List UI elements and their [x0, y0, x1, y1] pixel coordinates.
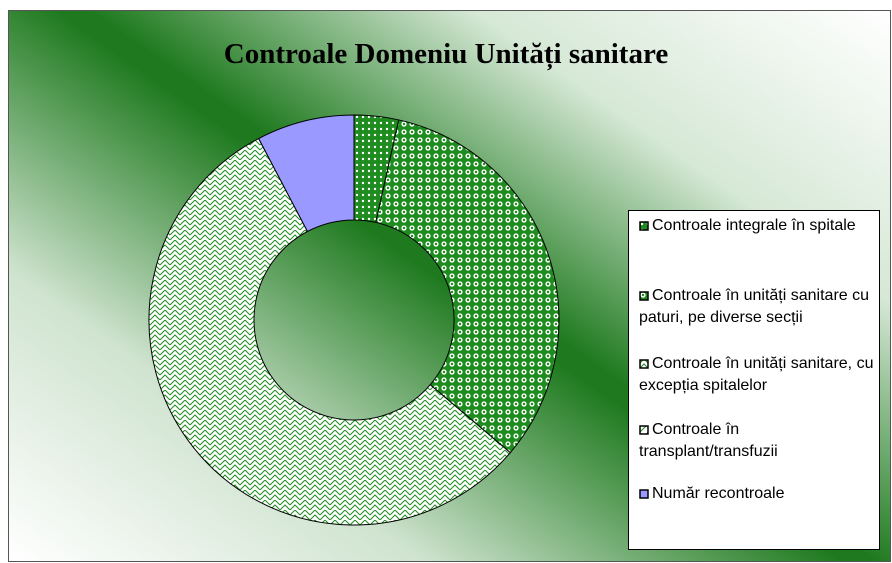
chart-title: Controale Domeniu Unități sanitare	[223, 38, 669, 70]
legend-swatch	[639, 291, 649, 301]
legend-swatch	[639, 359, 649, 369]
legend-entry: Controale în unități sanitare cu paturi,…	[639, 285, 875, 329]
legend-label: Controale în transplant/transfuzii	[639, 421, 778, 460]
legend-swatch	[639, 221, 649, 231]
legend-label: Controale în unități sanitare cu paturi,…	[639, 287, 870, 326]
legend-entry: Controale integrale în spitale	[639, 215, 875, 237]
legend: Controale integrale în spitale Controale …	[628, 210, 880, 550]
legend-swatch	[639, 489, 649, 499]
legend-swatch-rect	[639, 359, 649, 369]
legend-swatch-rect	[639, 291, 649, 301]
legend-swatch-rect	[639, 221, 649, 231]
donut-segment	[148, 137, 512, 526]
donut-segment	[257, 114, 355, 233]
legend-entry: Controale în transplant/transfuzii	[639, 419, 875, 463]
legend-swatch-rect	[639, 425, 649, 435]
legend-label: Controale în unități sanitare, cu excepț…	[639, 355, 874, 394]
legend-swatch	[639, 425, 649, 435]
legend-entry: Număr recontroale	[639, 483, 875, 505]
legend-swatch-rect	[639, 489, 649, 499]
legend-label: Controale integrale în spitale	[652, 217, 856, 234]
legend-label: Număr recontroale	[652, 485, 785, 502]
legend-entry: Controale în unități sanitare, cu excepț…	[639, 353, 875, 397]
donut-segment	[375, 119, 560, 454]
